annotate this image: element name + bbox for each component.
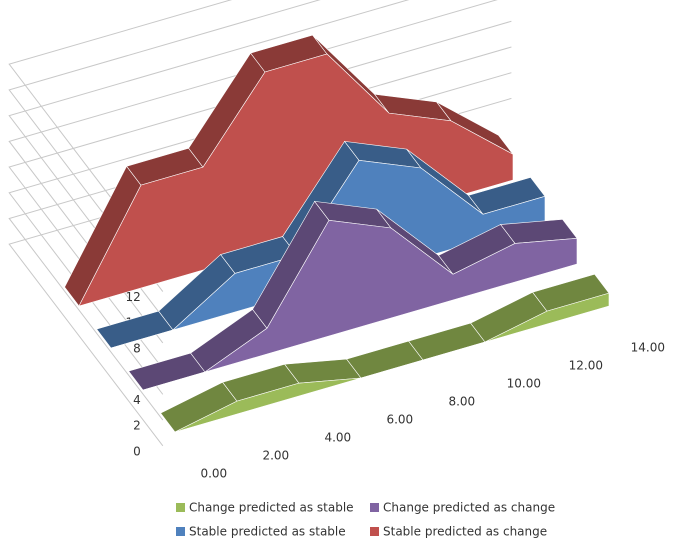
legend-swatch — [176, 527, 185, 536]
area-face — [142, 219, 578, 391]
legend-label: Stable predicted as change — [383, 525, 547, 539]
x-tick-label: 10.00 — [507, 376, 541, 390]
x-tick-label: 14.00 — [631, 340, 665, 354]
area-bevel — [408, 322, 486, 361]
y-tick-label: 8 — [133, 341, 141, 355]
x-tick-label: 8.00 — [448, 394, 475, 408]
y-tick-label: 4 — [133, 393, 141, 407]
legend-label: Stable predicted as stable — [189, 525, 346, 539]
legend-swatch — [176, 503, 185, 512]
legend-swatch — [370, 527, 379, 536]
legend-label: Change predicted as change — [383, 501, 555, 515]
legend-swatch — [370, 503, 379, 512]
x-tick-label: 4.00 — [324, 430, 351, 444]
y-tick-label: 2 — [133, 419, 141, 433]
area-bevel — [346, 340, 424, 379]
x-tick-label: 12.00 — [569, 358, 603, 372]
y-tick-label: 12 — [126, 290, 141, 304]
x-tick-label: 0.00 — [200, 466, 227, 480]
y-tick-label: 0 — [133, 444, 141, 458]
area-bevel — [128, 352, 206, 391]
x-tick-label: 2.00 — [262, 448, 289, 462]
area-face — [174, 292, 610, 433]
x-tick-label: 6.00 — [386, 412, 413, 426]
area-face — [78, 53, 514, 307]
legend-label: Change predicted as stable — [189, 501, 354, 515]
